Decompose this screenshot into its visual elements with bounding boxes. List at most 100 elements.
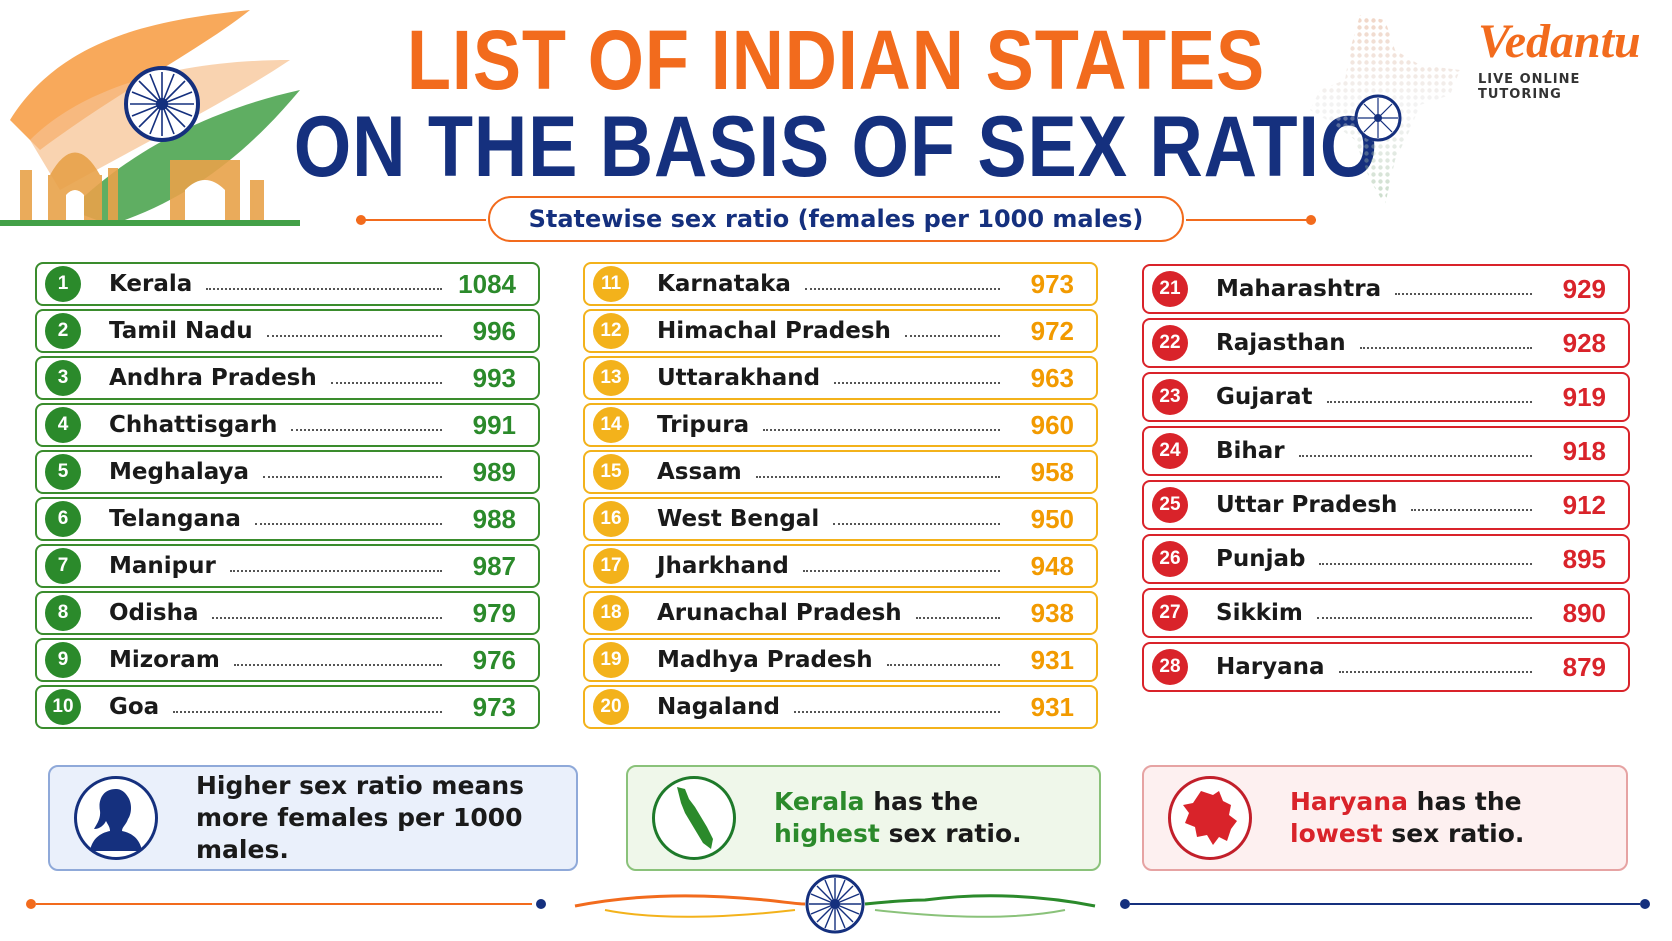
- woman-silhouette-icon: [74, 776, 158, 860]
- sex-ratio-value: 973: [472, 691, 516, 722]
- info-text: Haryana has the lowest sex ratio.: [1290, 786, 1524, 850]
- dotted-leader: [904, 335, 1000, 337]
- state-row: 12 Himachal Pradesh 972: [583, 309, 1098, 353]
- state-row: 20 Nagaland 931: [583, 685, 1098, 729]
- sex-ratio-value: 928: [1562, 327, 1606, 358]
- vedantu-logo[interactable]: Vedantu LIVE ONLINE TUTORING: [1478, 15, 1664, 103]
- state-name: Goa: [109, 694, 160, 720]
- dotted-leader: [1298, 455, 1532, 457]
- rank-badge: 15: [593, 454, 629, 490]
- dotted-leader: [915, 617, 1000, 619]
- rank-badge: 7: [45, 548, 81, 584]
- decorative-line: [356, 219, 486, 221]
- info-text-part: sex ratio.: [1382, 819, 1525, 848]
- highlight-word: lowest: [1290, 819, 1383, 848]
- decorative-dot: [536, 899, 546, 909]
- state-name: Bihar: [1216, 438, 1285, 464]
- rank-badge: 9: [45, 642, 81, 678]
- state-name: Rajasthan: [1216, 330, 1346, 356]
- state-row: 19 Madhya Pradesh 931: [583, 638, 1098, 682]
- rank-badge: 18: [593, 595, 629, 631]
- decorative-dot: [1120, 899, 1130, 909]
- state-row: 22 Rajasthan 928: [1142, 318, 1630, 368]
- sex-ratio-value: 972: [1030, 315, 1074, 346]
- decorative-dot: [1640, 899, 1650, 909]
- state-row: 27 Sikkim 890: [1142, 588, 1630, 638]
- state-row: 23 Gujarat 919: [1142, 372, 1630, 422]
- state-row: 8 Odisha 979: [35, 591, 540, 635]
- kerala-map-icon: [652, 776, 736, 860]
- dotted-leader: [1338, 671, 1532, 673]
- dotted-leader: [229, 570, 442, 572]
- highlight-state: Haryana: [1290, 787, 1408, 816]
- info-text-part: has the: [1407, 787, 1522, 816]
- info-text: Kerala has the highest sex ratio.: [774, 786, 1022, 850]
- sex-ratio-value: 895: [1562, 543, 1606, 574]
- rank-badge: 23: [1152, 379, 1188, 415]
- dotted-leader: [263, 476, 442, 478]
- rank-badge: 17: [593, 548, 629, 584]
- rank-badge: 19: [593, 642, 629, 678]
- dotted-leader: [1411, 509, 1532, 511]
- dotted-leader: [330, 382, 442, 384]
- sex-ratio-value: 912: [1562, 489, 1606, 520]
- sex-ratio-value: 979: [472, 597, 516, 628]
- state-name: Tamil Nadu: [109, 318, 253, 344]
- logo-wordmark: Vedantu: [1478, 15, 1641, 68]
- rank-badge: 1: [45, 266, 81, 302]
- info-line-1: Kerala has the: [774, 786, 1022, 818]
- logo-tagline: LIVE ONLINE TUTORING: [1478, 72, 1581, 102]
- dotted-leader: [804, 288, 1000, 290]
- rank-badge: 25: [1152, 487, 1188, 523]
- subtitle-banner: Statewise sex ratio (females per 1000 ma…: [356, 196, 1316, 244]
- state-row: 14 Tripura 960: [583, 403, 1098, 447]
- dotted-leader: [266, 335, 442, 337]
- sex-ratio-value: 987: [472, 550, 516, 581]
- state-name: Assam: [657, 459, 742, 485]
- state-row: 21 Maharashtra 929: [1142, 264, 1630, 314]
- decorative-line: [1186, 219, 1316, 221]
- state-name: Tripura: [657, 412, 750, 438]
- sex-ratio-value: 976: [472, 644, 516, 675]
- info-text-part: sex ratio.: [879, 819, 1022, 848]
- rank-badge: 5: [45, 454, 81, 490]
- sex-ratio-value: 991: [472, 409, 516, 440]
- rank-badge: 14: [593, 407, 629, 443]
- rank-badge: 6: [45, 501, 81, 537]
- state-name: Kerala: [109, 271, 193, 297]
- info-line-1: Haryana has the: [1290, 786, 1524, 818]
- rank-badge: 22: [1152, 325, 1188, 361]
- state-name: Madhya Pradesh: [657, 647, 873, 673]
- decorative-line: [1130, 903, 1640, 905]
- rank-badge: 27: [1152, 595, 1188, 631]
- state-name: Arunachal Pradesh: [657, 600, 902, 626]
- state-row: 1 Kerala 1084: [35, 262, 540, 306]
- sex-ratio-value: 958: [1030, 456, 1074, 487]
- sex-ratio-value: 948: [1030, 550, 1074, 581]
- sex-ratio-value: 890: [1562, 597, 1606, 628]
- rank-badge: 21: [1152, 271, 1188, 307]
- info-box-kerala: Kerala has the highest sex ratio.: [626, 765, 1101, 871]
- state-row: 7 Manipur 987: [35, 544, 540, 588]
- state-name: Gujarat: [1216, 384, 1313, 410]
- state-name: Chhattisgarh: [109, 412, 278, 438]
- sex-ratio-value: 993: [472, 362, 516, 393]
- state-name: Telangana: [109, 506, 241, 532]
- sex-ratio-value: 963: [1030, 362, 1074, 393]
- rank-badge: 16: [593, 501, 629, 537]
- state-row: 13 Uttarakhand 963: [583, 356, 1098, 400]
- sex-ratio-value: 960: [1030, 409, 1074, 440]
- info-line-1: Higher sex ratio means: [196, 771, 524, 800]
- dotted-leader: [233, 664, 442, 666]
- dotted-leader: [802, 570, 1000, 572]
- state-name: Sikkim: [1216, 600, 1303, 626]
- state-row: 15 Assam 958: [583, 450, 1098, 494]
- state-row: 11 Karnataka 973: [583, 262, 1098, 306]
- sex-ratio-value: 879: [1562, 651, 1606, 682]
- column-middle-ratio: 11 Karnataka 973 12 Himachal Pradesh 972 13 U…: [583, 262, 1098, 732]
- haryana-map-icon: [1168, 776, 1252, 860]
- state-name: Karnataka: [657, 271, 791, 297]
- sex-ratio-value: 1084: [458, 268, 516, 299]
- decorative-dot: [1306, 215, 1316, 225]
- india-map-icon: [1310, 15, 1460, 205]
